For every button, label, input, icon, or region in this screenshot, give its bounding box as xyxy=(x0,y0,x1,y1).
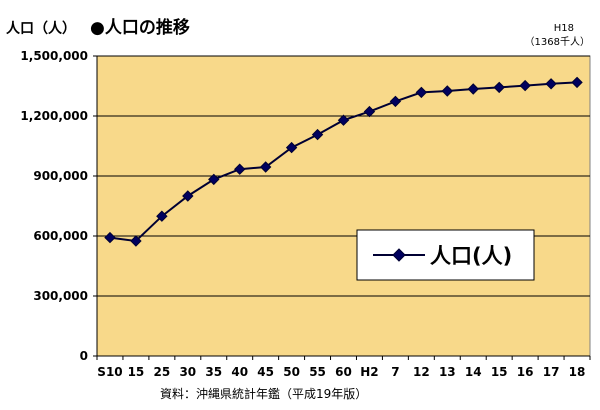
x-tick-label: 18 xyxy=(569,365,586,379)
annotation-value: （1368千人） xyxy=(525,36,590,48)
y-tick-label: 300,000 xyxy=(33,289,88,303)
data-point xyxy=(545,78,557,90)
x-tick-label: 40 xyxy=(231,365,248,379)
annotation-year: H18 xyxy=(554,23,574,34)
plot-background xyxy=(96,55,591,357)
data-point xyxy=(519,79,531,92)
x-tick-label: 15 xyxy=(491,365,508,379)
x-tick-label: H2 xyxy=(360,365,378,379)
data-point xyxy=(415,86,428,99)
x-tick-label: 15 xyxy=(128,365,145,379)
y-tick-label: 0 xyxy=(80,349,88,363)
x-tick-label: 13 xyxy=(439,365,456,379)
x-tick-label: 45 xyxy=(257,365,274,379)
data-point xyxy=(311,128,324,141)
y-tick-label: 1,500,000 xyxy=(20,49,88,63)
x-tick-label: 60 xyxy=(335,365,352,379)
x-tick-label: 30 xyxy=(179,365,196,379)
data-point xyxy=(467,83,479,95)
data-point xyxy=(259,161,272,173)
data-point xyxy=(156,210,168,222)
data-point xyxy=(571,76,583,89)
data-point xyxy=(363,105,376,118)
data-point xyxy=(389,95,402,108)
legend-marker-icon xyxy=(392,248,406,262)
data-point xyxy=(182,190,194,202)
y-tick-label: 900,000 xyxy=(33,169,88,183)
source-note: 資料：沖縄県統計年鑑（平成19年版） xyxy=(160,386,367,401)
data-point xyxy=(441,85,453,97)
data-point xyxy=(493,81,505,94)
x-tick-label: 12 xyxy=(413,365,430,379)
x-tick-label: 50 xyxy=(283,365,300,379)
legend-label: 人口(人) xyxy=(430,244,512,268)
x-tick-label: 25 xyxy=(154,365,171,379)
y-tick-label: 1,200,000 xyxy=(20,109,88,123)
x-tick-label: 35 xyxy=(205,365,222,379)
plot-area: 0 300,000 600,000 900,000 1,200,000 1,500,000… xyxy=(20,49,591,379)
data-point xyxy=(337,114,350,126)
chart-title: ●人口の推移 xyxy=(90,17,190,38)
x-tick-label: 14 xyxy=(465,365,482,379)
y-tick-label: 600,000 xyxy=(33,229,88,243)
legend: 人口(人) xyxy=(356,229,535,281)
x-tick-label: 55 xyxy=(309,365,326,379)
x-tick-label: 17 xyxy=(543,365,560,379)
x-tick-label: 16 xyxy=(517,365,534,379)
data-point xyxy=(104,231,116,244)
y-axis-label: 人口（人） xyxy=(6,20,76,37)
data-point xyxy=(285,141,298,154)
data-point xyxy=(234,163,246,175)
data-point xyxy=(130,235,142,247)
x-tick-label: 7 xyxy=(391,365,399,379)
data-point xyxy=(208,173,220,186)
x-tick-label: S10 xyxy=(97,365,122,379)
